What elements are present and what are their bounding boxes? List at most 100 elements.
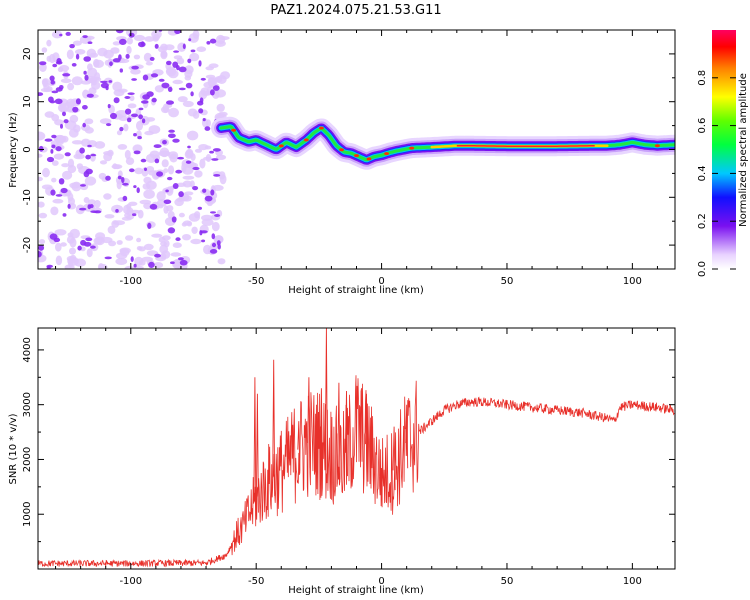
noise-blob-strong [165,189,169,193]
noise-blob-strong [82,122,86,128]
noise-blob-strong [141,100,149,104]
noise-blob [53,153,64,160]
noise-blob-strong [125,108,132,115]
noise-blob [94,141,106,149]
noise-blob-strong [85,237,93,242]
noise-blob [127,103,137,109]
noise-blob [43,78,49,83]
noise-blob-strong [79,147,85,154]
noise-blob-strong [119,68,124,73]
noise-blob-strong [122,195,128,202]
noise-blob [38,201,45,208]
noise-blob [168,69,179,79]
noise-blob-strong [50,189,56,196]
noise-blob-strong [51,144,56,149]
noise-blob-strong [133,150,141,155]
noise-blob [67,82,75,91]
noise-blob [72,40,82,46]
noise-blob [60,78,72,84]
noise-blob [132,144,143,153]
noise-blob-strong [210,211,216,214]
noise-blob [38,131,46,141]
noise-blob-strong [75,98,81,105]
noise-blob [167,165,175,175]
noise-blob [134,167,144,175]
noise-blob-strong [133,185,137,189]
noise-blob-strong [67,203,71,209]
noise-blob-strong [137,136,142,140]
noise-blob [103,193,112,200]
noise-blob [145,61,153,66]
ridge-hotspot [654,144,660,148]
noise-blob-strong [90,245,96,249]
noise-blob [157,46,168,53]
noise-blob [133,54,141,60]
colorbar-tick-label: 0.0 [697,261,708,277]
noise-blob-strong [163,199,172,205]
noise-blob [187,108,198,117]
noise-blob [178,212,185,218]
noise-blob [115,110,128,118]
noise-blob [117,58,130,64]
noise-blob-strong [49,233,58,240]
noise-blob [57,135,64,143]
noise-blob-strong [206,41,211,45]
noise-blob-strong [204,126,211,131]
noise-blob [182,165,194,175]
noise-blob [59,65,70,72]
noise-blob-strong [198,60,202,67]
snr-spike [365,393,368,470]
noise-blob [107,225,116,234]
x-tick-label: -50 [248,576,264,587]
noise-blob [191,226,198,234]
noise-blob-strong [209,150,215,154]
colorbar-gradient [712,30,736,269]
noise-blob [169,153,178,163]
noise-blob-strong [175,237,181,242]
noise-blob [99,160,108,165]
noise-blob-strong [190,49,196,53]
noise-blob [126,45,132,55]
noise-blob-strong [209,249,218,254]
noise-blob [219,174,227,185]
noise-blob [190,153,196,161]
noise-blob [71,140,84,145]
snr-spike [392,426,396,491]
noise-blob [68,197,75,206]
noise-blob-strong [90,210,98,213]
noise-blob [198,90,208,100]
noise-blob-strong [197,100,204,106]
spectrogram-xlabel: Height of straight line (km) [288,285,424,296]
figure-title: PAZ1.2024.075.21.53.G11 [270,3,441,18]
noise-blob [67,256,79,266]
noise-blob-strong [138,114,144,120]
noise-blob [87,199,96,205]
noise-blob [184,65,194,75]
noise-blob-strong [185,160,192,164]
noise-blob [93,200,101,208]
noise-blob [133,34,145,42]
noise-blob [93,59,105,68]
noise-blob-strong [177,257,184,261]
noise-blob-strong [119,126,124,132]
noise-blob [117,144,128,150]
noise-blob [38,176,43,182]
noise-blob [205,66,214,71]
noise-blob [38,212,48,219]
noise-blob [214,40,226,47]
noise-blob-strong [113,97,120,104]
noise-blob-strong [187,58,192,64]
noise-blob [148,125,161,134]
noise-blob-strong [63,119,69,124]
noise-blob [71,76,83,86]
noise-blob [129,95,135,102]
noise-blob-strong [65,31,71,36]
noise-blob-strong [77,245,82,251]
noise-blob-strong [105,85,109,91]
noise-blob-strong [87,204,92,210]
noise-blob [116,240,123,245]
x-tick-label: -100 [119,576,142,587]
noise-blob-strong [51,90,59,94]
noise-blob [125,157,135,166]
